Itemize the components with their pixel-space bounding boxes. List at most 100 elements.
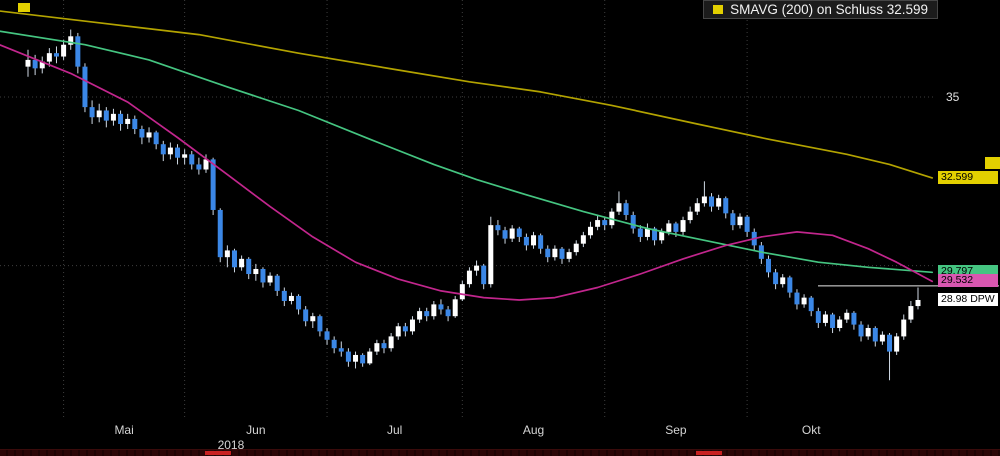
candle-down: [89, 107, 95, 118]
candle-down: [481, 265, 487, 285]
candle-down: [730, 213, 736, 226]
candle-down: [765, 258, 771, 273]
candle-up: [452, 299, 458, 317]
candle-down: [82, 66, 88, 108]
x-axis-month-label: Jun: [246, 423, 265, 437]
lower-panel-strip: [0, 449, 1000, 456]
candle-down: [331, 339, 337, 349]
candle-down: [32, 59, 38, 69]
candle-up: [801, 297, 807, 305]
candle-up: [488, 225, 494, 285]
x-axis-year-label: 2018: [218, 438, 245, 452]
candle-up: [659, 231, 665, 241]
candle-up: [837, 319, 843, 328]
candle-down: [709, 196, 715, 207]
ma-line-smavg-100: [0, 30, 934, 274]
candle-up: [573, 243, 579, 253]
candle-down: [502, 230, 508, 239]
candle-down: [516, 228, 522, 237]
candle-up: [253, 268, 259, 275]
candle-up: [894, 336, 900, 352]
candle-up: [409, 319, 415, 332]
ma-line-smavg-200: [0, 10, 934, 179]
candle-down: [445, 309, 451, 317]
candle-down: [274, 275, 280, 291]
candle-down: [296, 295, 302, 310]
candle-down: [260, 268, 266, 283]
candle-up: [353, 354, 359, 362]
candle-down: [118, 113, 124, 124]
candle-up: [531, 235, 537, 246]
candle-down: [210, 159, 216, 210]
candle-down: [794, 292, 800, 305]
candle-down: [808, 297, 814, 312]
axis-price-badge: 32.599: [938, 171, 998, 184]
candle-up: [694, 203, 700, 212]
candle-down: [53, 53, 59, 57]
candle-up: [644, 228, 650, 237]
candle-down: [175, 147, 181, 158]
candle-up: [509, 228, 515, 239]
candle-down: [345, 351, 351, 362]
candle-down: [637, 228, 643, 237]
candle-up: [224, 250, 230, 258]
gridlines-layer: [0, 0, 936, 420]
candle-up: [822, 314, 828, 323]
candle-up: [431, 304, 437, 317]
candle-down: [523, 236, 529, 246]
candle-down: [424, 311, 430, 317]
candle-up: [915, 299, 921, 307]
candle-down: [887, 334, 893, 352]
x-axis-month-label: Sep: [665, 423, 687, 437]
candle-down: [872, 327, 878, 342]
candle-up: [146, 132, 152, 138]
candle-down: [630, 215, 636, 229]
candle-down: [75, 36, 81, 67]
candle-down: [160, 144, 166, 155]
candle-down: [381, 343, 387, 349]
candle-down: [815, 311, 821, 323]
candle-down: [153, 132, 159, 145]
candle-down: [231, 250, 237, 268]
candle-down: [602, 220, 608, 226]
x-axis-month-label: Okt: [802, 423, 821, 437]
candle-up: [39, 61, 45, 69]
candle-up: [96, 110, 102, 118]
axis-price-badge: 29.532: [938, 274, 998, 287]
candle-up: [417, 311, 423, 320]
candle-down: [559, 248, 565, 259]
candle-up: [737, 216, 743, 226]
candle-down: [830, 314, 836, 328]
candle-down: [402, 326, 408, 332]
candle-down: [324, 331, 330, 340]
lower-panel-mark: [696, 451, 722, 455]
candle-down: [103, 110, 109, 121]
candle-up: [374, 343, 380, 352]
candle-down: [623, 203, 629, 216]
sma-legend[interactable]: SMAVG (200) on Schluss 32.599: [703, 0, 938, 19]
candle-down: [132, 118, 138, 130]
candle-up: [388, 336, 394, 349]
candle-up: [167, 147, 173, 155]
candle-down: [744, 216, 750, 232]
candle-down: [438, 304, 444, 310]
ma-line-smavg-50: [0, 43, 934, 301]
candle-down: [281, 290, 287, 302]
candle-down: [189, 154, 195, 165]
candle-up: [459, 284, 465, 300]
candle-up: [203, 159, 209, 170]
candle-up: [110, 113, 116, 121]
candles-layer: [25, 29, 921, 381]
candle-up: [125, 118, 131, 124]
candle-up: [61, 44, 67, 57]
candle-down: [851, 312, 857, 325]
candle-up: [908, 306, 914, 320]
candle-down: [360, 354, 366, 364]
x-axis-month-label: Jul: [387, 423, 402, 437]
candle-up: [901, 319, 907, 337]
candle-up: [587, 226, 593, 236]
lower-panel-mark: [205, 451, 231, 455]
candle-up: [865, 327, 871, 337]
